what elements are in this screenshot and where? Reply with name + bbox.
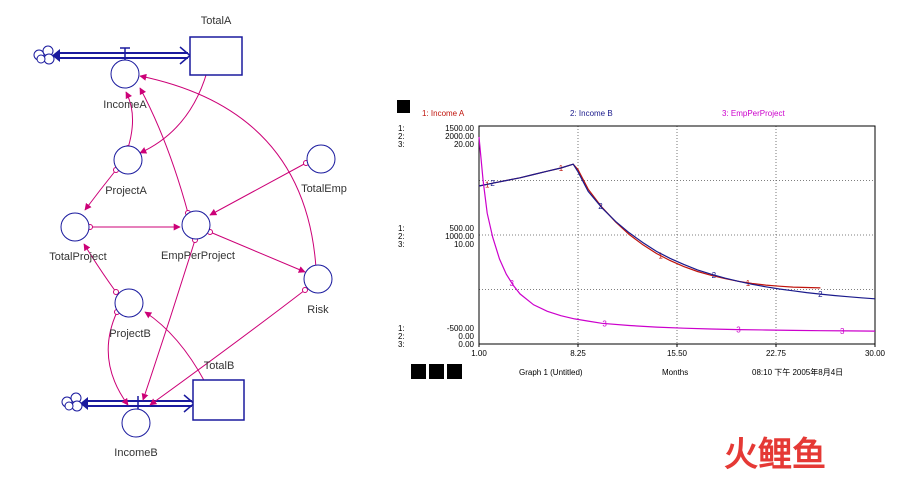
converter-income-a[interactable]: IncomeA [103,59,147,111]
converter-label: EmpPerProject [161,250,235,262]
cloud-icon [33,45,55,65]
converter-risk[interactable]: Risk [303,264,333,316]
series-marker-2: 2 [712,271,717,280]
converter-total-project[interactable]: TotalProject [49,212,107,263]
converter-label: Risk [307,304,329,316]
x-axis-ticks: 1.00 8.25 15.50 22.75 30.00 [471,344,886,358]
legend-item-3: 3: EmpPerProject [722,109,785,118]
scale-bottom-3: 0.00 [458,340,474,349]
watermark-logo: 火鲤鱼 [724,435,826,475]
legend-item-2: 2: Income B [570,109,613,118]
converter-label: ProjectB [109,328,151,340]
time-units: Months [662,368,688,377]
scale-mid-3: 10.00 [454,240,475,249]
graph-panel: 1: Income A 2: Income B 3: EmpPerProject… [397,100,886,475]
run-timestamp: 08:10 下午 2005年8月4日 [752,367,843,377]
axis-prefix: 3: [398,140,405,149]
connector-risk-incomea [139,73,317,269]
graph-page-button[interactable] [397,100,410,113]
legend: 1: Income A 2: Income B 3: EmpPerProject [422,109,785,118]
stock-total-b[interactable]: TotalB [192,360,245,421]
x-tick-label: 22.75 [766,349,787,358]
stock-total-a[interactable]: TotalA [189,15,243,76]
connector-totala-projecta [139,71,208,154]
series-line-1 [478,163,821,289]
connector-projectb-totalproject [83,243,117,293]
connector-projectb-incomeb [107,311,129,406]
converter-project-b[interactable]: ProjectB [109,288,151,340]
graph-control-button[interactable] [411,364,426,379]
axis-prefix: 2: [398,332,405,341]
axis-prefix: 1: [398,324,405,333]
series-marker-2: 2 [490,179,495,188]
flow-income-a[interactable] [52,46,192,65]
axis-prefix: 2: [398,132,405,141]
series-marker-3: 3 [840,327,845,336]
flow-arrowhead-icon [52,49,60,62]
converter-income-b[interactable]: IncomeB [114,408,158,459]
axis-prefix: 3: [398,240,405,249]
series-marker-3: 3 [736,326,741,335]
converter-total-emp[interactable]: TotalEmp [301,144,347,195]
scale-bottom-2: 0.00 [458,332,474,341]
cloud-icon [61,392,83,412]
series-marker-2: 2 [598,202,603,211]
connector-projecta-incomea [125,91,133,149]
series-marker-3: 3 [510,279,515,288]
scale-top-3: 20.00 [454,140,475,149]
connector-projecta-totalproject [84,169,117,211]
series-line-2 [478,163,876,300]
series-line-3 [478,136,876,332]
connector-empperproject-risk [209,231,306,273]
connector-empperproject-incomeb [141,239,196,401]
graph-control-button[interactable] [429,364,444,379]
connector-totalemp-empperproject [209,162,307,216]
scale-top-1: 1500.00 [445,124,474,133]
converter-label: TotalProject [49,251,106,263]
converter-label: IncomeA [103,99,147,111]
stock-flow-diagram: TotalA TotalB IncomeA ProjectA TotalProj… [33,15,347,459]
legend-item-1: 1: Income A [422,109,465,118]
graph-control-button[interactable] [447,364,462,379]
axis-prefix: 1: [398,124,405,133]
scale-mid-1: 500.00 [450,224,475,233]
y-axis-scales: 1: 2: 3: 1500.00 2000.00 20.00 1: 2: 3: … [398,124,475,349]
flow-arrowhead-icon [80,397,88,410]
connectors [83,71,317,406]
axis-prefix: 1: [398,224,405,233]
connector-empperproject-incomea [139,87,189,214]
x-tick-label: 1.00 [471,349,487,358]
stock-label: TotalB [204,360,235,372]
x-tick-label: 30.00 [865,349,886,358]
converter-project-a[interactable]: ProjectA [105,145,147,197]
converter-emp-per-project[interactable]: EmpPerProject [161,210,235,262]
graph-footer: Graph 1 (Untitled) Months 08:10 下午 2005年… [411,364,843,379]
connector-risk-incomeb [149,289,306,406]
converter-label: TotalEmp [301,183,347,195]
converter-label: IncomeB [114,447,157,459]
plot-grid [479,126,875,344]
series-marker-1: 1 [658,252,663,261]
flow-income-b[interactable] [80,394,196,413]
series-marker-3: 3 [602,320,607,329]
axis-prefix: 2: [398,232,405,241]
series-marker-2: 2 [818,290,823,299]
stock-label: TotalA [201,15,232,27]
connector-totalb-projectb [144,311,207,385]
scale-top-2: 2000.00 [445,132,474,141]
x-tick-label: 8.25 [570,349,586,358]
converter-label: ProjectA [105,185,147,197]
x-tick-label: 15.50 [667,349,688,358]
scale-mid-2: 1000.00 [445,232,474,241]
graph-title: Graph 1 (Untitled) [519,368,583,377]
scale-bottom-1: -500.00 [447,324,475,333]
axis-prefix: 3: [398,340,405,349]
